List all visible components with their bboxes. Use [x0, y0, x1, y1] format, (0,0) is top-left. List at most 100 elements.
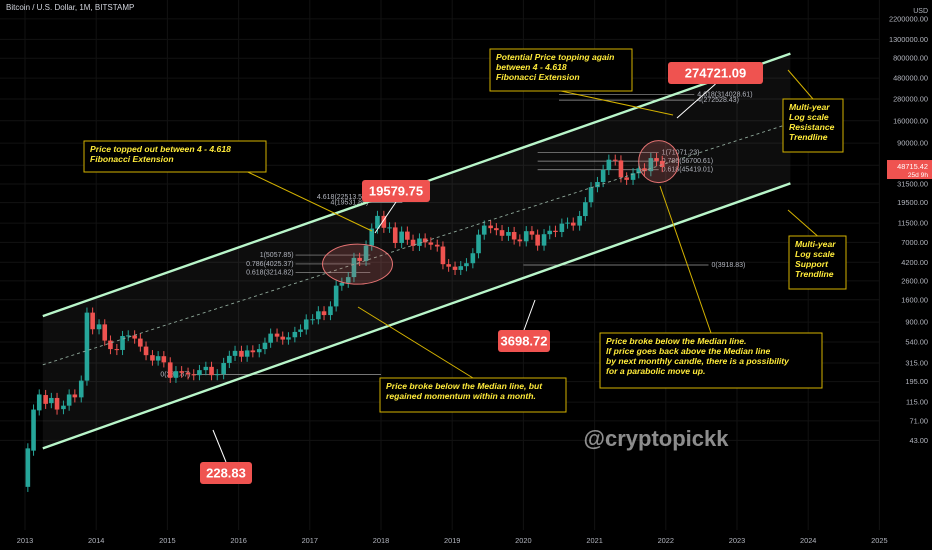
- candle: [488, 225, 493, 229]
- candle: [618, 160, 624, 178]
- candle: [239, 350, 244, 357]
- candle: [535, 234, 540, 246]
- fib-level-label: 1(5057.85): [260, 252, 294, 259]
- current-price-countdown: 25d 9h: [908, 172, 929, 179]
- candle: [173, 371, 179, 378]
- candle: [410, 239, 416, 246]
- candle: [54, 397, 60, 410]
- candle: [494, 228, 499, 231]
- callout-pointer: [212, 429, 227, 463]
- candle: [375, 215, 380, 229]
- annotation-box: [788, 235, 847, 290]
- candle: [595, 182, 600, 188]
- candle: [446, 264, 451, 267]
- candle: [310, 319, 315, 321]
- candle: [108, 340, 113, 350]
- candle: [321, 311, 327, 316]
- candle: [345, 277, 351, 283]
- candle: [25, 448, 31, 487]
- annotation-text: Multi-year: [789, 102, 830, 112]
- y-tick-label: 90000.00: [897, 139, 928, 148]
- price-callout-box: [668, 62, 763, 84]
- candle: [588, 187, 594, 203]
- annotation-text: regained momentum within a month.: [386, 391, 536, 401]
- candle: [114, 349, 120, 351]
- median-break-ellipse: [322, 243, 394, 285]
- candle: [280, 336, 286, 340]
- y-tick-label: 43.00: [910, 436, 929, 445]
- candle: [227, 355, 232, 363]
- candle: [523, 231, 529, 242]
- x-tick-label: 2025: [871, 536, 887, 545]
- y-tick-label: 1600.00: [901, 295, 928, 304]
- x-tick-label: 2023: [729, 536, 745, 545]
- fib-level-label: 0.618(45419.01): [662, 167, 713, 174]
- candle: [392, 227, 398, 243]
- y-tick-label: 315.00: [905, 358, 928, 367]
- callout-pointer: [523, 299, 536, 331]
- y-tick-label: 11500.00: [898, 219, 928, 228]
- candle: [654, 158, 659, 161]
- price-callout: 274721.09: [685, 66, 746, 81]
- x-tick-label: 2015: [159, 536, 175, 545]
- candle: [624, 177, 629, 180]
- x-tick-label: 2021: [586, 536, 602, 545]
- candle: [553, 230, 558, 233]
- fib-level-label: 0.786(56700.61): [662, 158, 713, 165]
- annotation-text: by next monthly candle, there is a possi…: [606, 356, 790, 366]
- candle: [43, 395, 48, 404]
- fib-level-label: 4(272528.43): [697, 97, 739, 104]
- current-price-tag: [887, 160, 932, 180]
- price-callout-box: [498, 330, 550, 352]
- candle: [298, 329, 303, 332]
- annotation-text: Price broke below the Median line, but: [386, 381, 543, 391]
- y-tick-label: 115.00: [906, 398, 928, 407]
- candle: [541, 234, 547, 246]
- fib-level-label: 4.618(22513.54): [317, 194, 368, 201]
- candle: [161, 356, 167, 363]
- y-tick-label: 2200000.00: [889, 14, 928, 23]
- annotation-text: Fibonacci Extension: [90, 154, 174, 164]
- annotation-text: between 4 - 4.618: [496, 62, 567, 72]
- y-tick-label: 2600.00: [901, 276, 928, 285]
- annotation-text: Support: [795, 259, 829, 269]
- annotation-text: Trendline: [795, 269, 834, 279]
- candle: [262, 342, 268, 350]
- candle: [179, 371, 184, 373]
- x-tick-label: 2019: [444, 536, 460, 545]
- y-tick-label: 160000.00: [893, 116, 928, 125]
- fib-level-label: 0.786(4025.37): [246, 261, 293, 268]
- candle: [120, 336, 125, 350]
- annotation-box: [599, 332, 823, 389]
- price-axis: [887, 0, 932, 550]
- candle: [328, 306, 333, 316]
- candle: [90, 312, 95, 330]
- candle: [577, 216, 582, 226]
- candle: [559, 223, 565, 233]
- candle: [221, 362, 226, 375]
- annotation-box: [379, 377, 567, 413]
- candle: [250, 350, 256, 353]
- annotation-text: Log scale: [789, 112, 829, 122]
- annotation-text: Trendline: [789, 132, 828, 142]
- candle: [155, 356, 161, 361]
- candle: [138, 338, 143, 347]
- median-line: [42, 122, 791, 366]
- candle: [36, 394, 42, 411]
- candle: [191, 374, 197, 376]
- candle: [506, 232, 511, 236]
- x-tick-label: 2022: [658, 536, 674, 545]
- candle: [303, 319, 309, 330]
- annotation-box: [782, 98, 844, 153]
- candle: [499, 230, 505, 236]
- candle: [600, 169, 606, 183]
- candle: [458, 266, 464, 270]
- price-callout: 228.83: [206, 466, 246, 481]
- annotation-text: Price topped out between 4 - 4.618: [90, 144, 231, 154]
- y-tick-label: 800000.00: [893, 54, 928, 63]
- candle: [143, 346, 149, 356]
- candle: [642, 168, 647, 172]
- y-tick-label: 1300000.00: [889, 35, 928, 44]
- candle: [339, 282, 345, 286]
